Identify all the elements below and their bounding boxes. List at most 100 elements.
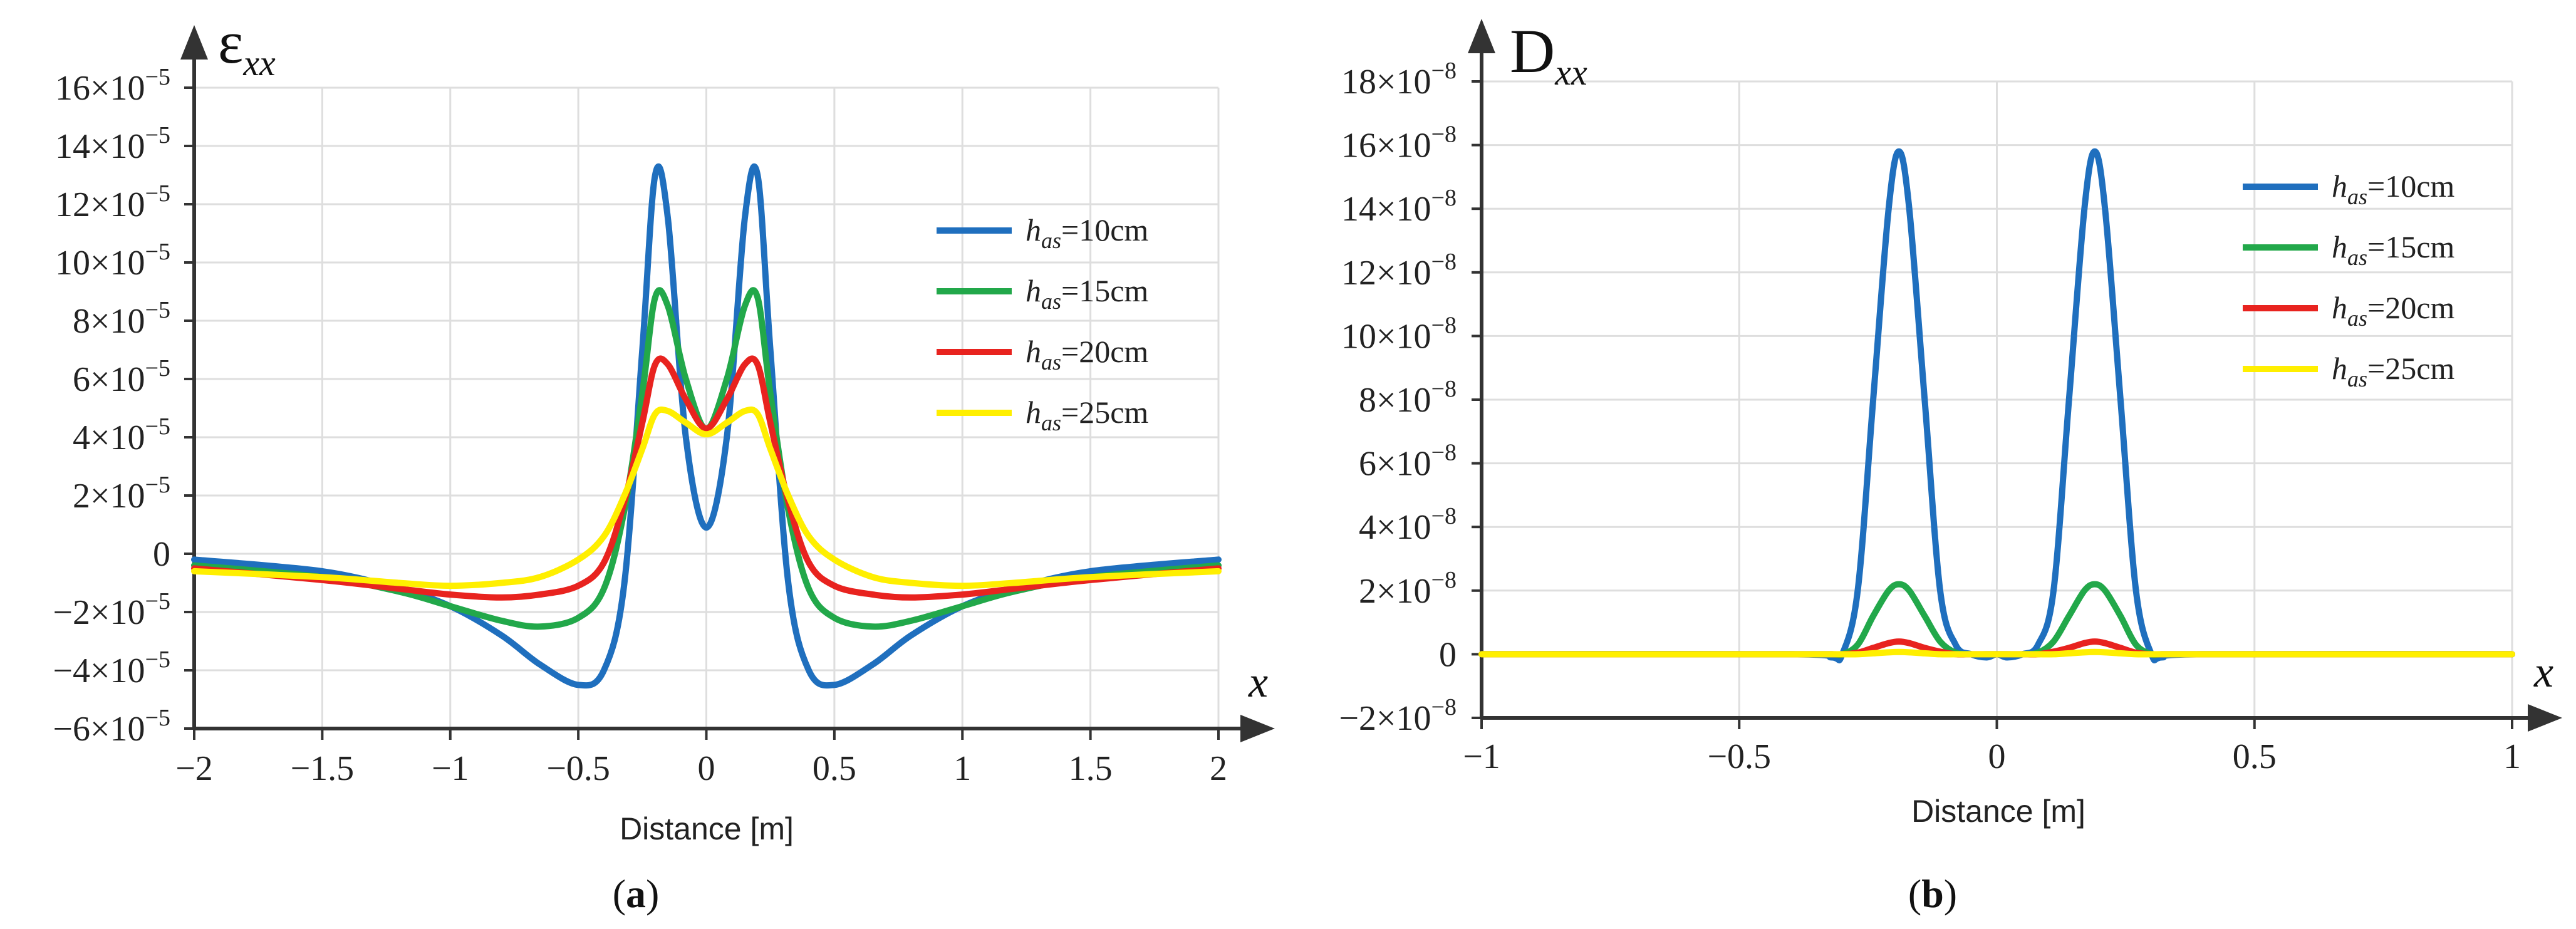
y-tick-label: 18×10−8 [1341,58,1457,101]
y-axis-title-symbol: D [1510,16,1555,86]
y-tick-label: 14×10−8 [1341,185,1457,229]
y-tick-label: −2×10−5 [53,588,170,632]
x-tick-label: −0.5 [546,749,610,788]
y-tick-label: 12×10−5 [55,180,170,224]
panel-caption: (a) [613,871,660,916]
legend-label-main: h [2332,351,2347,386]
y-tick-label: 2×10−8 [1359,567,1457,611]
y-tick-exponent: −8 [1431,249,1457,275]
x-tick-label: 0.5 [813,749,856,788]
y-tick-mantissa: 4 [1359,508,1376,547]
series-line-10cm [191,163,1222,689]
y-tick-mantissa: 10 [1341,317,1376,356]
legend-label-main: h [2332,229,2347,264]
legend-label-subscript: as [1041,350,1061,375]
y-tick-exponent: −5 [145,297,170,323]
y-tick-base: ×10 [90,360,145,399]
legend-label-subscript: as [2347,366,2367,392]
y-tick-base: ×10 [90,593,145,632]
legend-label-value: =20cm [1061,334,1148,369]
y-tick-base: ×10 [90,69,145,108]
y-tick-mantissa: 16 [55,69,90,108]
y-tick-exponent: −8 [1431,694,1457,720]
y-axis-arrow-icon [1468,19,1495,53]
y-tick-exponent: −8 [1431,503,1457,529]
x-tick-label: −0.5 [1707,737,1771,776]
caption-paren-open: ( [613,871,626,916]
y-tick-label: −4×10−5 [53,646,170,690]
legend-label-value: =20cm [2367,290,2454,325]
y-tick-exponent: −8 [1431,440,1457,466]
y-tick-exponent: −8 [1431,312,1457,338]
y-axis-title: εxx [218,9,276,83]
y-tick-exponent: −8 [1431,567,1457,593]
y-tick-label: 8×10−8 [1359,376,1457,420]
y-tick-mantissa: 4 [73,418,90,457]
caption-paren-open: ( [1908,871,1921,916]
y-tick-mantissa: 16 [1341,127,1376,165]
legend-label-value: =10cm [1061,212,1148,247]
y-axis-title-subscript: xx [242,43,276,83]
y-tick-label: 0 [153,535,170,574]
y-tick-label: 4×10−8 [1359,503,1457,547]
chart-a: −2 −1.5 −1 −0.5 0 0.5 1 1.5 2−6×10−5−4×10−5−2×10… [53,9,1275,916]
y-tick-exponent: −5 [145,122,170,148]
y-tick-label: 6×10−8 [1359,440,1457,484]
y-tick-base: ×10 [1376,127,1431,165]
y-tick-label: 0 [1439,635,1457,674]
x-axis-symbol: x [1248,658,1268,707]
y-tick-label: 16×10−8 [1341,122,1457,165]
y-tick-mantissa: 0 [1439,635,1457,674]
legend-label: has=10cm [2332,169,2454,209]
y-tick-label: 10×10−5 [55,239,170,283]
y-tick-mantissa: 2 [73,477,90,516]
x-tick-label: 1 [953,749,971,788]
legend-label-main: h [1026,212,1041,247]
legend-label-subscript: as [1041,228,1061,253]
y-tick-label: 12×10−8 [1341,249,1457,293]
x-tick-label: 1 [2503,737,2521,776]
y-tick-mantissa: 6 [73,360,90,399]
y-tick-exponent: −5 [145,646,170,673]
series-line-25cm [191,406,1222,589]
legend-label-value: =15cm [2367,229,2454,264]
legend-label: has=25cm [2332,351,2454,392]
y-tick-label: 6×10−5 [73,355,170,399]
y-tick-exponent: −8 [1431,122,1457,148]
x-axis-arrow-icon [1240,715,1275,742]
y-tick-exponent: −8 [1431,185,1457,211]
y-tick-exponent: −5 [145,588,170,615]
caption-paren-close: ) [1944,871,1957,916]
legend-label-subscript: as [1041,289,1061,314]
legend-label: has=15cm [1026,273,1148,314]
caption-paren-close: ) [646,871,659,916]
y-tick-base: ×10 [90,418,145,457]
legend-label-main: h [1026,334,1041,369]
x-tick-label: −1.5 [291,749,355,788]
legend-label-main: h [2332,290,2347,325]
y-tick-label: 16×10−5 [55,64,170,108]
y-tick-base: ×10 [1376,63,1431,101]
y-tick-label: 14×10−5 [55,122,170,166]
y-tick-mantissa: 8 [1359,381,1376,420]
y-tick-mantissa: 14 [55,127,90,166]
y-tick-mantissa: 14 [1341,190,1376,229]
y-tick-mantissa: 18 [1341,63,1376,101]
y-tick-base: ×10 [90,185,145,224]
y-tick-label: −2×10−8 [1339,694,1457,738]
y-tick-exponent: −5 [145,239,170,265]
caption-letter: b [1921,871,1944,916]
x-axis-arrow-icon [2528,704,2562,732]
x-tick-label: 0.5 [2233,737,2277,776]
legend-label-value: =10cm [2367,169,2454,204]
y-axis-arrow-icon [180,25,208,60]
y-tick-mantissa: −6 [53,710,90,749]
y-tick-exponent: −8 [1431,376,1457,402]
y-tick-label: 10×10−8 [1341,312,1457,356]
y-tick-base: ×10 [1376,317,1431,356]
legend-label: has=15cm [2332,229,2454,270]
y-tick-base: ×10 [90,477,145,516]
y-tick-label: −6×10−5 [53,705,170,749]
y-tick-base: ×10 [90,302,145,341]
